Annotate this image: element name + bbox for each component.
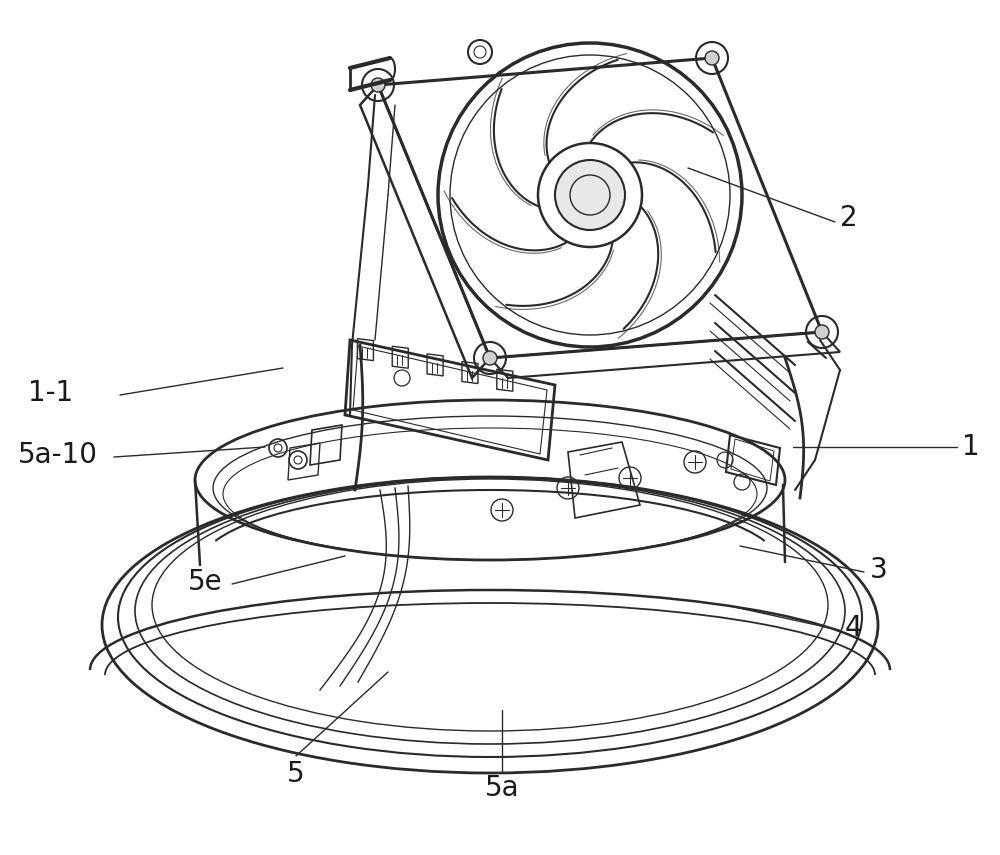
Circle shape — [555, 160, 625, 230]
Circle shape — [371, 78, 385, 92]
Text: 5a-10: 5a-10 — [18, 441, 98, 469]
Text: 1-1: 1-1 — [28, 379, 73, 407]
Text: 2: 2 — [840, 204, 858, 232]
Circle shape — [815, 325, 829, 339]
Text: 3: 3 — [870, 556, 888, 584]
Text: 5e: 5e — [188, 568, 223, 596]
Circle shape — [705, 51, 719, 65]
Text: 1: 1 — [962, 433, 980, 461]
Text: 5a: 5a — [485, 774, 519, 802]
Circle shape — [483, 351, 497, 365]
Text: 4: 4 — [845, 614, 863, 642]
Text: 5: 5 — [287, 760, 305, 788]
